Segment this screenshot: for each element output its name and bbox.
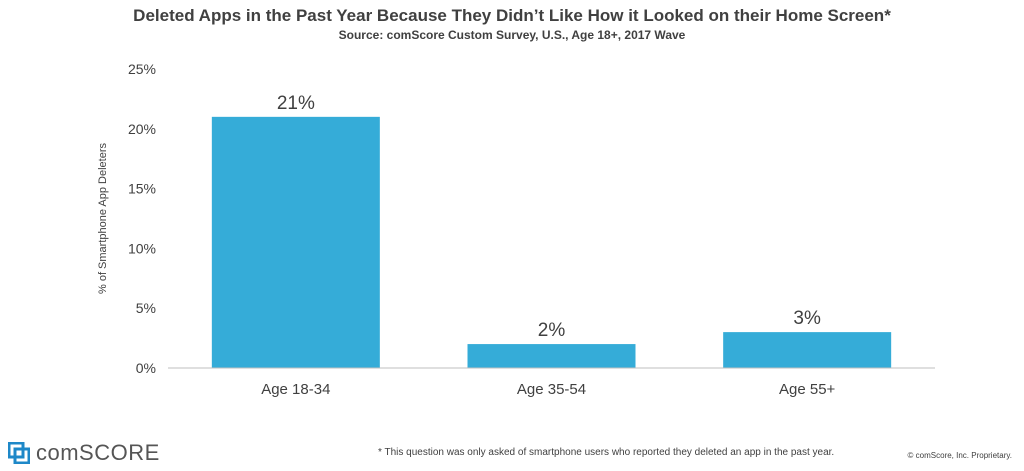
y-axis-label: % of Smartphone App Deleters xyxy=(97,142,109,294)
logo-text: comSCORE xyxy=(36,440,160,465)
x-tick-label: Age 35-54 xyxy=(517,381,586,398)
footnote: * This question was only asked of smartp… xyxy=(378,447,835,458)
y-tick-label: 10% xyxy=(128,240,156,256)
y-tick-label: 0% xyxy=(136,360,156,376)
bar-3 xyxy=(723,332,892,368)
chart-title: Deleted Apps in the Past Year Because Th… xyxy=(133,6,891,25)
data-label: 21% xyxy=(277,93,315,114)
data-labels: 21% 2% 3% xyxy=(277,93,821,341)
x-tick-label: Age 18-34 xyxy=(261,381,330,398)
copyright: © comScore, Inc. Proprietary. xyxy=(907,451,1012,460)
y-tick-label: 25% xyxy=(128,61,156,77)
data-label: 3% xyxy=(793,308,821,329)
bar-chart: 0% 5% 10% 15% 20% 25% 21% 2% 3% Age 18-34 Age 35… xyxy=(97,61,935,398)
comscore-logo: comSCORE xyxy=(8,440,160,466)
y-tick-label: 5% xyxy=(136,300,156,316)
y-tick-label: 15% xyxy=(128,181,156,197)
bar-1 xyxy=(211,116,380,368)
bar-2 xyxy=(467,344,636,368)
bars xyxy=(211,116,892,368)
data-label: 2% xyxy=(538,320,566,341)
x-axis-labels: Age 18-34 Age 35-54 Age 55+ xyxy=(261,381,835,398)
chart-subtitle: Source: comScore Custom Survey, U.S., Ag… xyxy=(338,28,686,42)
comscore-logo-icon xyxy=(8,442,30,464)
y-tick-label: 20% xyxy=(128,121,156,137)
y-axis-ticks: 0% 5% 10% 15% 20% 25% xyxy=(128,61,156,376)
x-tick-label: Age 55+ xyxy=(779,381,836,398)
